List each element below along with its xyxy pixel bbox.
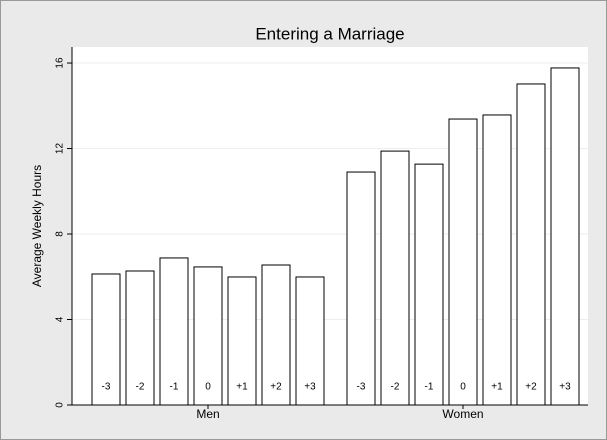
bar (125, 270, 155, 406)
bar-label: -2 (391, 382, 400, 393)
bar (227, 276, 257, 406)
bar (91, 273, 121, 406)
bar-label: +2 (525, 382, 537, 393)
y-axis-label: Average Weekly Hours (30, 165, 44, 287)
bar (346, 171, 376, 406)
bar (380, 150, 410, 406)
bar-label: -1 (170, 382, 179, 393)
bar-label: +2 (270, 382, 282, 393)
bar (550, 67, 580, 406)
y-tick-label: 8 (55, 231, 66, 237)
chart-title: Entering a Marriage (255, 24, 404, 43)
bar (516, 83, 546, 406)
bar-label: +1 (491, 382, 503, 393)
bar-label: -2 (136, 382, 145, 393)
bar-label: -1 (425, 382, 434, 393)
bar-label: -3 (357, 382, 366, 393)
y-tick-label: 12 (55, 143, 66, 155)
group-label: Women (442, 407, 483, 421)
bar-label: +3 (304, 382, 316, 393)
bar-label: +3 (559, 382, 571, 393)
bar (159, 257, 189, 406)
group-label: Men (196, 407, 219, 421)
bar-label: -3 (102, 382, 111, 393)
y-tick-label: 0 (55, 402, 66, 408)
bar (482, 114, 512, 406)
bar (414, 163, 444, 406)
bar (193, 266, 223, 406)
bar (261, 264, 291, 406)
bar-label: 0 (205, 382, 211, 393)
bar (295, 276, 325, 406)
bar-label: 0 (460, 382, 466, 393)
bar (448, 118, 478, 406)
bar-label: +1 (236, 382, 248, 393)
y-tick-label: 16 (55, 57, 66, 69)
y-tick-label: 4 (55, 316, 66, 322)
